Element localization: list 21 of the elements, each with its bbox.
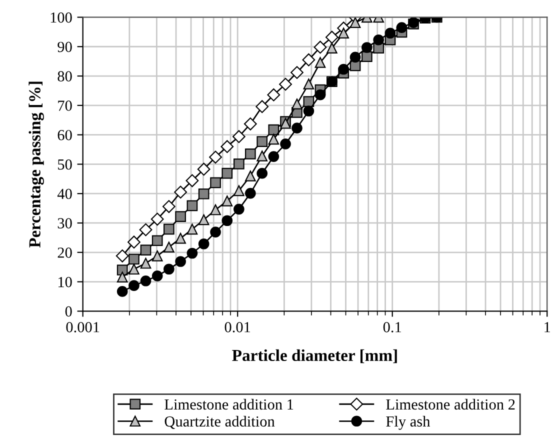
y-axis-title: Percentage passing [%] [28,82,44,248]
y-tick-label: 90 [58,42,72,52]
y-tick-label: 100 [50,12,72,23]
y-tick-label: 30 [58,218,72,228]
y-tick-label: 0 [65,306,72,317]
x-tick-label: 0.001 [66,322,100,332]
y-tick-label: 70 [58,100,72,111]
y-tick-label: 80 [58,71,72,82]
y-tick-label: 20 [58,248,72,258]
y-tick-label: 60 [58,130,72,140]
legend-label: Quartzite addition [164,416,275,429]
x-tick-label: 0.1 [383,322,401,332]
x-axis-title: Particle diameter [mm] [232,349,397,364]
legend-label: Limestone addition 2 [386,398,515,410]
x-tick-label: 0.01 [224,322,250,332]
y-tick-label: 50 [58,159,72,170]
x-tick-label: 1 [544,322,550,332]
y-tick-label: 10 [58,276,72,288]
y-tick-label: 40 [57,188,72,200]
legend-label: Fly ash [386,416,430,430]
legend-label: Limestone addition 1 [164,398,294,410]
